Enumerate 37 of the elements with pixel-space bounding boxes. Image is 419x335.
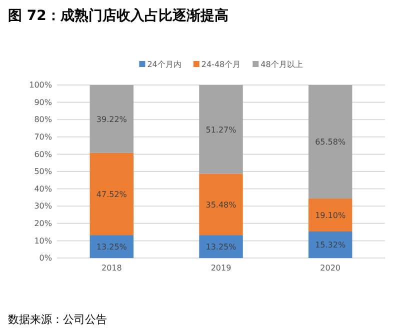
y-tick-label: 40% [34,184,52,194]
bar [90,85,134,153]
bar [308,198,352,232]
y-tick-label: 90% [34,98,52,107]
legend-label: 24-48个月 [201,60,241,69]
source-note: 数据来源：公司公告 [8,313,107,326]
x-tick-label: 2020 [320,264,341,273]
y-tick-label: 10% [34,236,52,246]
y-tick-label: 20% [34,218,52,228]
bar [90,235,134,258]
legend-label: 24个月内 [147,60,182,69]
y-tick-label: 0% [39,254,52,263]
x-tick-label: 2019 [210,264,232,273]
data-label: 35.48% [206,200,237,210]
y-tick-label: 30% [34,202,52,211]
x-tick-label: 2018 [101,264,122,273]
data-label: 65.58% [315,138,346,147]
legend-label: 48个月以上 [260,60,303,69]
chart-title: 图 72：成熟门店收入占比逐渐提高 [8,7,228,24]
data-label: 19.10% [315,210,346,220]
y-tick-label: 70% [34,132,52,142]
y-tick-label: 80% [34,115,52,124]
bar [199,174,243,236]
y-tick-label: 50% [34,167,52,176]
y-tick-label: 100% [29,80,52,90]
bar [199,235,243,258]
bar [308,85,352,198]
data-label: 13.25% [206,242,237,252]
data-label: 39.22% [96,114,128,124]
data-label: 47.52% [96,190,128,199]
bar [199,85,243,174]
y-tick-label: 60% [34,150,52,159]
data-label: 15.32% [315,240,346,250]
bar [90,152,134,236]
data-label: 13.25% [96,242,128,252]
bar [308,231,352,258]
data-label: 51.27% [206,125,237,134]
